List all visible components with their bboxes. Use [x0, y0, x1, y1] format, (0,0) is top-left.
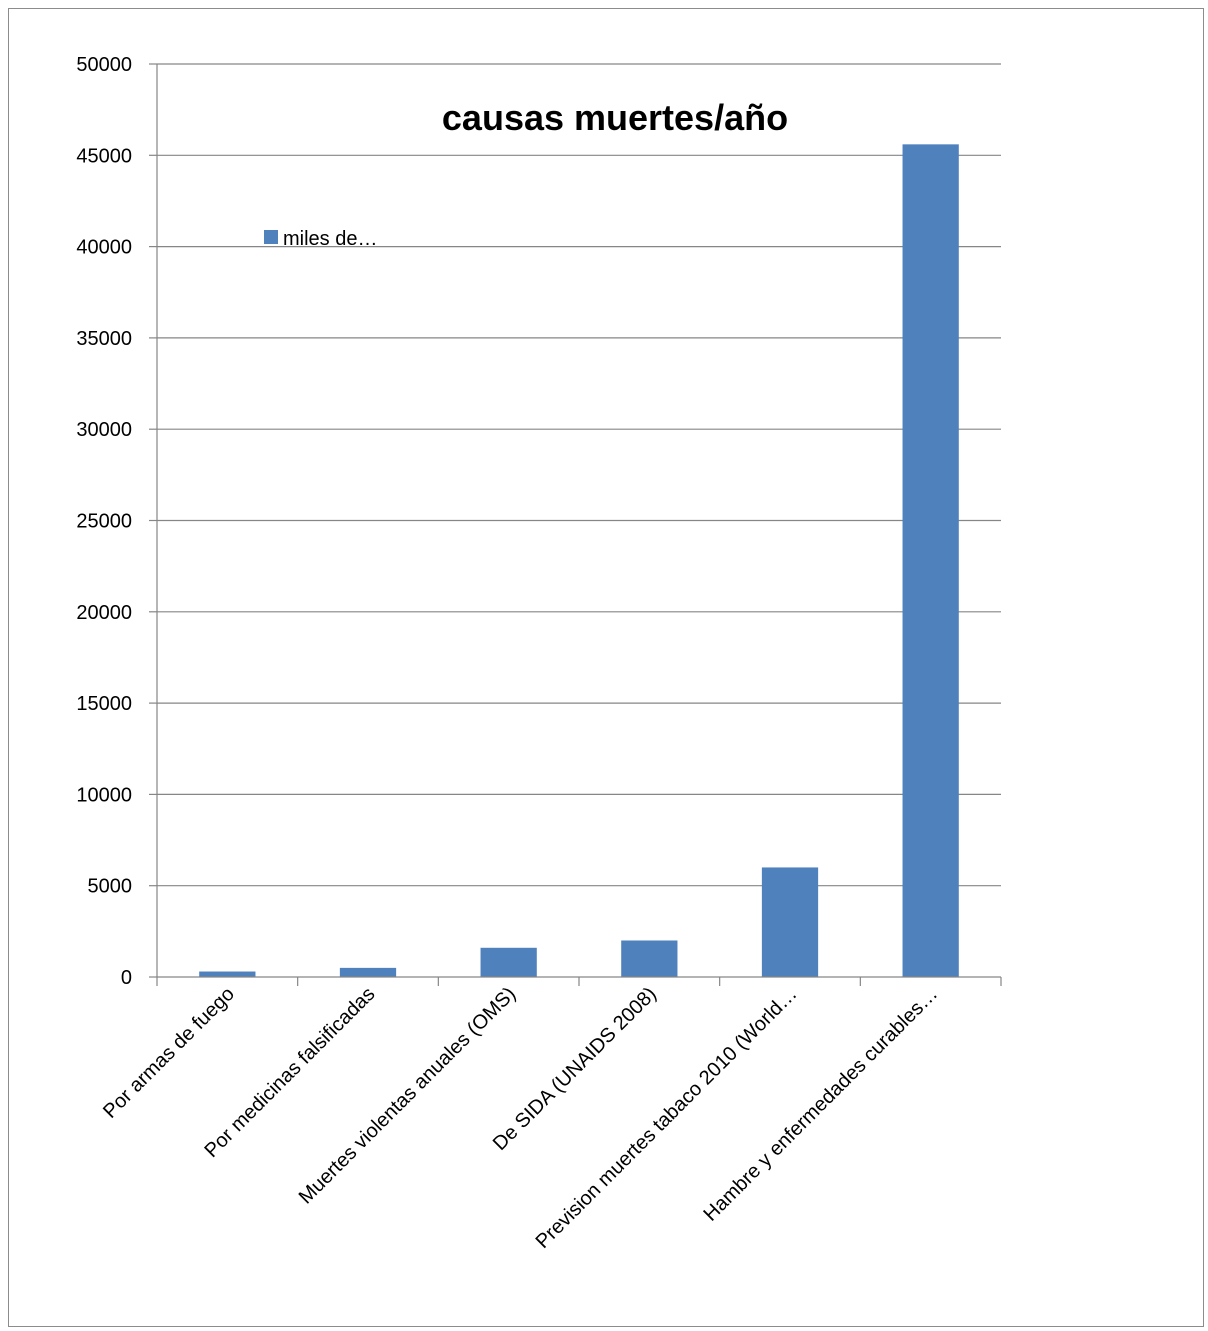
y-tick-label: 35000	[76, 328, 132, 350]
legend-label: miles de…	[283, 228, 377, 250]
x-tick-label: Muertes violentas anuales (OMS)	[295, 983, 520, 1208]
y-tick-label: 20000	[76, 602, 132, 624]
y-tick-label: 50000	[76, 54, 132, 76]
axes	[149, 63, 1002, 986]
x-tick-label: De SIDA (UNAIDS 2008)	[489, 983, 661, 1155]
gridlines	[157, 63, 1001, 887]
y-tick-label: 40000	[76, 237, 132, 259]
y-tick-label: 45000	[76, 145, 132, 167]
y-tick-label: 10000	[76, 784, 132, 806]
x-tick-label: Hambre y enfermedades curables…	[699, 983, 942, 1226]
bar	[480, 947, 537, 977]
bar	[199, 971, 256, 977]
chart-frame	[8, 8, 1204, 1327]
bar	[902, 144, 959, 977]
bar	[761, 867, 819, 977]
y-tick-label: 0	[121, 967, 132, 989]
y-tick-label: 5000	[88, 876, 133, 898]
x-tick-label: Por armas de fuego	[99, 983, 239, 1123]
chart-title: causas muertes/año	[442, 97, 788, 138]
y-tick-label: 15000	[76, 693, 132, 715]
bar	[339, 967, 397, 977]
y-tick-label: 30000	[76, 419, 132, 441]
bar	[621, 940, 678, 977]
x-tick-label: Prevision muertes tabaco 2010 (World…	[532, 983, 802, 1253]
bars	[199, 144, 959, 977]
legend: miles de…	[264, 228, 377, 250]
legend-swatch	[264, 230, 278, 244]
y-tick-label: 25000	[76, 511, 132, 533]
y-axis-tick-labels: 0 5000 10000 15000 20000 25000 30000 35000 40000…	[76, 54, 132, 989]
